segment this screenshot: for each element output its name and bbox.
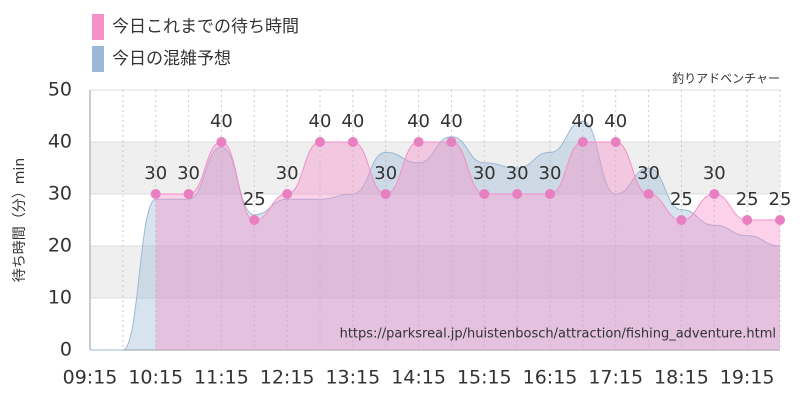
y-tick-label: 0	[60, 339, 72, 361]
data-label: 30	[144, 163, 167, 184]
data-label: 40	[604, 111, 627, 132]
marker	[545, 189, 555, 199]
line	[90, 120, 781, 351]
x-tick-label: 18:15	[654, 367, 709, 389]
marker	[413, 137, 424, 147]
data-label: 40	[210, 111, 233, 132]
data-label: 30	[374, 163, 397, 184]
area	[90, 121, 780, 350]
data-label: 30	[177, 163, 200, 184]
marker	[446, 137, 457, 147]
x-tick-label: 15:15	[457, 367, 512, 389]
y-tick-label: 30	[48, 183, 72, 205]
marker	[282, 189, 293, 199]
y-tick-label: 40	[48, 131, 72, 153]
marker	[709, 189, 720, 199]
legend-label: 今日これまでの待ち時間	[112, 17, 299, 37]
marker	[742, 215, 753, 225]
data-label: 25	[243, 189, 266, 210]
x-tick-label: 10:15	[128, 367, 183, 389]
y-tick-label: 20	[48, 235, 72, 257]
x-tick-label: 14:15	[391, 367, 446, 389]
data-label: 30	[637, 163, 660, 184]
data-label: 40	[440, 111, 463, 132]
legend-swatch	[92, 14, 104, 40]
data-label: 25	[736, 189, 759, 210]
annotation: https://parksreal.jp/huistenbosch/attrac…	[340, 327, 776, 342]
marker	[676, 215, 687, 225]
marker	[249, 215, 260, 225]
marker	[216, 137, 227, 147]
x-tick-label: 13:15	[325, 367, 380, 389]
data-label: 40	[309, 111, 332, 132]
marker	[643, 189, 654, 199]
data-label: 40	[571, 111, 594, 132]
marker	[610, 137, 621, 147]
x-tick-label: 19:15	[720, 367, 775, 389]
data-label: 30	[473, 163, 496, 184]
data-label: 25	[769, 189, 792, 210]
marker	[512, 189, 523, 199]
grid-band	[90, 246, 780, 298]
area	[155, 142, 780, 350]
data-label: 30	[703, 163, 726, 184]
marker	[577, 137, 588, 147]
x-tick-label: 12:15	[260, 367, 315, 389]
marker	[315, 137, 325, 147]
data-label: 40	[407, 111, 430, 132]
marker	[183, 189, 194, 199]
marker	[380, 189, 391, 199]
marker	[347, 137, 358, 147]
legend-swatch	[92, 46, 104, 72]
chart-subtitle: 釣りアドベンチャー	[672, 71, 780, 86]
data-label: 30	[539, 163, 562, 184]
x-tick-label: 17:15	[588, 367, 643, 389]
y-tick-label: 50	[48, 79, 72, 101]
x-tick-label: 16:15	[523, 367, 578, 389]
y-tick-label: 10	[48, 287, 72, 309]
marker	[150, 189, 161, 199]
marker	[479, 189, 490, 199]
y-axis-label: 待ち時間（分）min	[12, 158, 28, 282]
x-tick-label: 11:15	[194, 367, 249, 389]
marker	[775, 215, 785, 225]
data-label: 30	[276, 163, 299, 184]
x-tick-label: 09:15	[63, 367, 118, 389]
legend-label: 今日の混雑予想	[112, 49, 231, 69]
data-label: 25	[670, 189, 693, 210]
data-label: 40	[341, 111, 364, 132]
data-label: 30	[506, 163, 529, 184]
